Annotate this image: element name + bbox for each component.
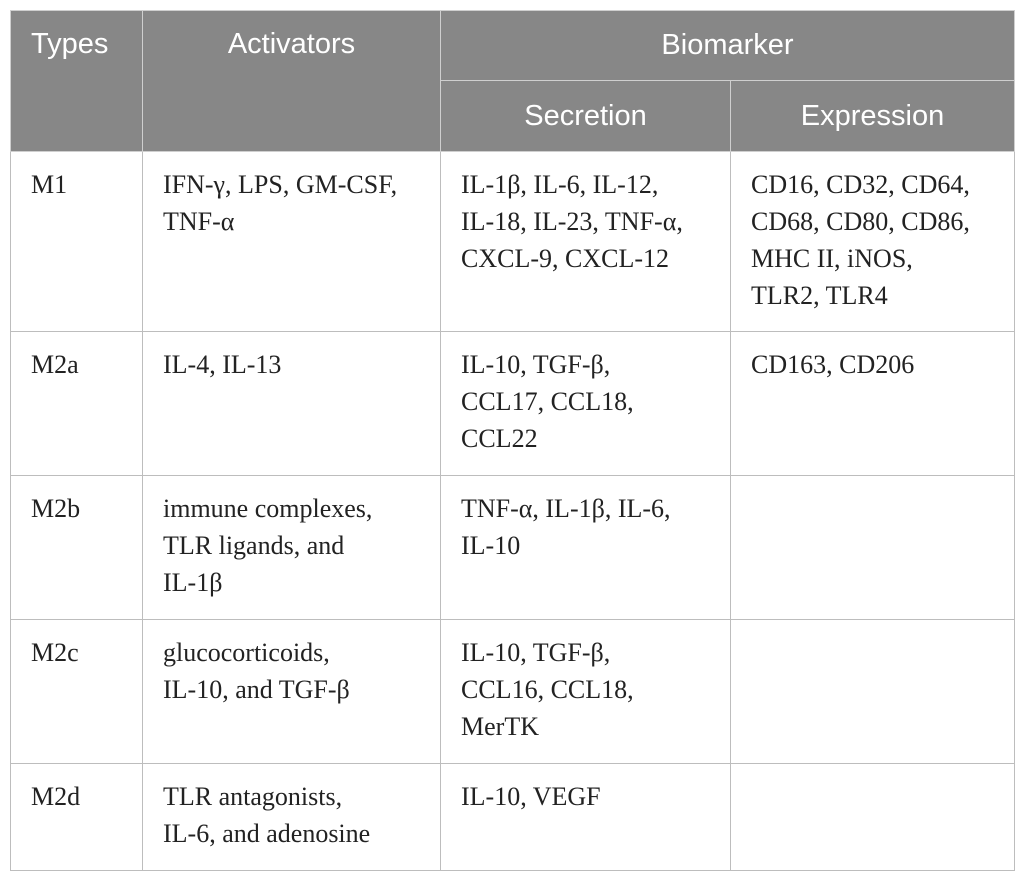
table-body: M1 IFN-γ, LPS, GM-CSF, TNF-α IL-1β, IL-6… <box>10 151 1015 871</box>
header-types: Types <box>10 10 143 152</box>
cell-type: M2c <box>10 619 143 764</box>
table-row: M2b immune complexes, TLR ligands, and I… <box>10 475 1015 620</box>
table-row: M2d TLR antagonists, IL-6, and adenosine… <box>10 763 1015 871</box>
cell-activators: immune complexes, TLR ligands, and IL-1β <box>142 475 441 620</box>
cell-secretion: TNF-α, IL-1β, IL-6, IL-10 <box>440 475 731 620</box>
cell-activators: TLR antagonists, IL-6, and adenosine <box>142 763 441 871</box>
header-secretion: Secretion <box>440 80 731 152</box>
cell-type: M2b <box>10 475 143 620</box>
cell-secretion: IL-1β, IL-6, IL-12, IL-18, IL-23, TNF-α,… <box>440 151 731 332</box>
cell-expression <box>730 619 1015 764</box>
table-row: M1 IFN-γ, LPS, GM-CSF, TNF-α IL-1β, IL-6… <box>10 151 1015 332</box>
header-expression: Expression <box>730 80 1015 152</box>
macrophage-types-table: Types Activators Biomarker Secretion Exp… <box>10 10 1015 871</box>
cell-expression <box>730 475 1015 620</box>
cell-type: M1 <box>10 151 143 332</box>
header-activators: Activators <box>142 10 441 152</box>
cell-secretion: IL-10, TGF-β, CCL17, CCL18, CCL22 <box>440 331 731 476</box>
cell-expression: CD163, CD206 <box>730 331 1015 476</box>
table-row: M2a IL-4, IL-13 IL-10, TGF-β, CCL17, CCL… <box>10 331 1015 476</box>
cell-activators: IL-4, IL-13 <box>142 331 441 476</box>
cell-type: M2d <box>10 763 143 871</box>
table-header: Types Activators Biomarker Secretion Exp… <box>10 10 1015 152</box>
cell-type: M2a <box>10 331 143 476</box>
cell-secretion: IL-10, TGF-β, CCL16, CCL18, MerTK <box>440 619 731 764</box>
cell-expression: CD16, CD32, CD64, CD68, CD80, CD86, MHC … <box>730 151 1015 332</box>
cell-expression <box>730 763 1015 871</box>
header-biomarker: Biomarker <box>440 10 1015 81</box>
cell-secretion: IL-10, VEGF <box>440 763 731 871</box>
table-row: M2c glucocorticoids, IL-10, and TGF-β IL… <box>10 619 1015 764</box>
cell-activators: glucocorticoids, IL-10, and TGF-β <box>142 619 441 764</box>
cell-activators: IFN-γ, LPS, GM-CSF, TNF-α <box>142 151 441 332</box>
